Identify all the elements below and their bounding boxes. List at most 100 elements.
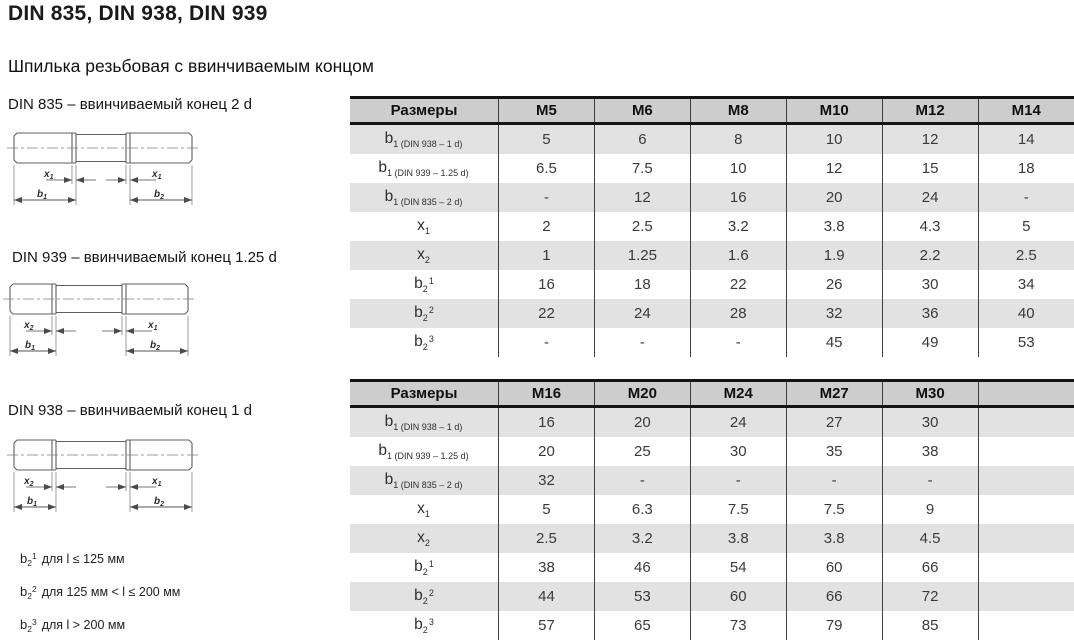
value-cell: - bbox=[785, 466, 883, 495]
table-row: b23- - -45 49 53 bbox=[350, 328, 1074, 357]
value-cell: 79 bbox=[785, 611, 883, 640]
dim-b2-label: b2 bbox=[154, 496, 164, 508]
row-label: b22 bbox=[350, 299, 499, 328]
value-cell bbox=[977, 437, 1074, 466]
value-cell: 7.5 bbox=[593, 154, 691, 183]
row-label: b1 (DIN 835 – 2 d) bbox=[350, 466, 499, 495]
size-column-header: M8 bbox=[689, 96, 787, 125]
size-column-header: M20 bbox=[593, 379, 691, 408]
value-cell: 20 bbox=[785, 183, 883, 212]
footnotes: b21 для l ≤ 125 мм b22 для 125 мм < l ≤ 20… bbox=[20, 551, 180, 643]
value-cell: 1.9 bbox=[785, 241, 883, 270]
value-cell: 7.5 bbox=[785, 495, 883, 524]
row-label: b23 bbox=[414, 333, 434, 352]
footnote-b2-1: b21 для l ≤ 125 мм bbox=[20, 551, 125, 568]
value-cell: 2.5 bbox=[593, 212, 691, 241]
value-cell: 3.8 bbox=[689, 524, 787, 553]
dimensions-column-header: Размеры bbox=[350, 96, 499, 125]
row-label: b1 (DIN 835 – 2 d) bbox=[350, 183, 499, 212]
value-cell: 20 bbox=[593, 406, 691, 437]
dim-x-left-label: x1 bbox=[43, 169, 54, 181]
value-cell: 9 bbox=[881, 495, 979, 524]
value-cell: 32 bbox=[498, 466, 595, 495]
value-cell: 53 bbox=[977, 328, 1074, 357]
size-column-header: M14 bbox=[977, 96, 1074, 125]
value-cell: 54 bbox=[689, 553, 787, 582]
value-cell: 2.5 bbox=[977, 241, 1074, 270]
table-row: b1 (DIN 939 – 1.25 d) 20 25 30 35 38 bbox=[350, 437, 1074, 466]
table-row: b1 (DIN 938 – 1 d) 5 6 8 10 12 14 bbox=[350, 123, 1074, 154]
value-cell: 2.5 bbox=[498, 524, 595, 553]
value-cell: 38 bbox=[498, 553, 595, 582]
value-cell: 35 bbox=[785, 437, 883, 466]
row-label: b22 bbox=[350, 582, 499, 611]
row-label: x1 bbox=[417, 500, 430, 519]
dimension-table-m5-m14: Размеры M5 M6 M8 M10 M12 M14 b1 (DIN 938 – 1 d… bbox=[350, 96, 1074, 357]
value-cell: 18 bbox=[593, 270, 691, 299]
table-row: x2 1 1.25 1.6 1.9 2.2 2.5 bbox=[350, 241, 1074, 270]
table-row: b21 38 46 54 60 66 bbox=[350, 553, 1074, 582]
table-row: b22 22 24 28 32 36 40 bbox=[350, 299, 1074, 328]
value-cell bbox=[977, 582, 1074, 611]
value-cell: 6.5 bbox=[498, 154, 595, 183]
table-row: x2 2.5 3.2 3.8 3.8 4.5 bbox=[350, 524, 1074, 553]
size-column-header bbox=[977, 379, 1074, 408]
value-cell: - bbox=[593, 466, 691, 495]
value-cell: 15 bbox=[881, 154, 979, 183]
value-cell: 1.6 bbox=[689, 241, 787, 270]
value-cell: 25 bbox=[593, 437, 691, 466]
value-cell: 3.8 bbox=[785, 524, 883, 553]
value-cell: 20 bbox=[498, 437, 595, 466]
value-cell: 30 bbox=[881, 406, 979, 437]
value-cell: 22 bbox=[689, 270, 787, 299]
stud-drawing-din938: x2 x1 b1 b2 bbox=[6, 428, 206, 528]
value-cell: 24 bbox=[689, 406, 787, 437]
value-cell: 12 bbox=[785, 154, 883, 183]
size-column-header: M12 bbox=[881, 96, 979, 125]
row-label: b1 (DIN 938 – 1 d) bbox=[350, 406, 499, 437]
value-cell: 5 bbox=[498, 123, 595, 154]
drawing-title-din835: DIN 835 – ввинчиваемый конец 2 d bbox=[8, 96, 252, 113]
row-label: b21 bbox=[414, 558, 434, 577]
footnote-b2-3: b23 для l > 200 мм bbox=[20, 617, 126, 634]
value-cell: 66 bbox=[785, 582, 883, 611]
row-label: b1 (DIN 939 – 1.25 d) bbox=[378, 442, 469, 461]
value-cell: 49 bbox=[881, 328, 979, 357]
value-cell: 3.2 bbox=[689, 212, 787, 241]
value-cell: 60 bbox=[689, 582, 787, 611]
footnote-b2-2: b22 для 125 мм < l ≤ 200 мм bbox=[20, 584, 181, 601]
table-header-row: Размеры M16 M20 M24 M27 M30 bbox=[350, 379, 1074, 408]
size-column-header: M30 bbox=[881, 379, 979, 408]
stud-drawing-din939: x2 x1 b1 b2 bbox=[2, 272, 202, 372]
dim-x-left-label: x2 bbox=[23, 320, 34, 332]
value-cell: 1 bbox=[498, 241, 595, 270]
value-cell: 30 bbox=[689, 437, 787, 466]
value-cell: 8 bbox=[689, 123, 787, 154]
table-row: b21 16 18 22 26 30 34 bbox=[350, 270, 1074, 299]
value-cell: 32 bbox=[785, 299, 883, 328]
row-label: x1 bbox=[417, 217, 430, 236]
size-column-header: M10 bbox=[785, 96, 883, 125]
value-cell: - bbox=[689, 328, 787, 357]
value-cell: 44 bbox=[498, 582, 595, 611]
value-cell: 38 bbox=[881, 437, 979, 466]
value-cell: 2.2 bbox=[881, 241, 979, 270]
page-title: DIN 835, DIN 938, DIN 939 bbox=[8, 2, 268, 25]
value-cell bbox=[977, 406, 1074, 437]
value-cell: - bbox=[977, 183, 1074, 212]
value-cell: 18 bbox=[977, 154, 1074, 183]
dim-b1-label: b1 bbox=[27, 496, 37, 508]
value-cell: 6.3 bbox=[593, 495, 691, 524]
value-cell: 16 bbox=[498, 406, 595, 437]
value-cell: 7.5 bbox=[689, 495, 787, 524]
value-cell: 3.2 bbox=[593, 524, 691, 553]
table-row: b23 57 65 73 79 85 bbox=[350, 611, 1074, 640]
value-cell: 14 bbox=[977, 123, 1074, 154]
value-cell: 66 bbox=[881, 553, 979, 582]
value-cell: 4.5 bbox=[881, 524, 979, 553]
value-cell: - bbox=[881, 466, 979, 495]
row-label: x2 bbox=[350, 241, 499, 270]
value-cell: 40 bbox=[977, 299, 1074, 328]
table-row: b22 44 53 60 66 72 bbox=[350, 582, 1074, 611]
drawing-title-din938: DIN 938 – ввинчиваемый конец 1 d bbox=[8, 402, 252, 419]
